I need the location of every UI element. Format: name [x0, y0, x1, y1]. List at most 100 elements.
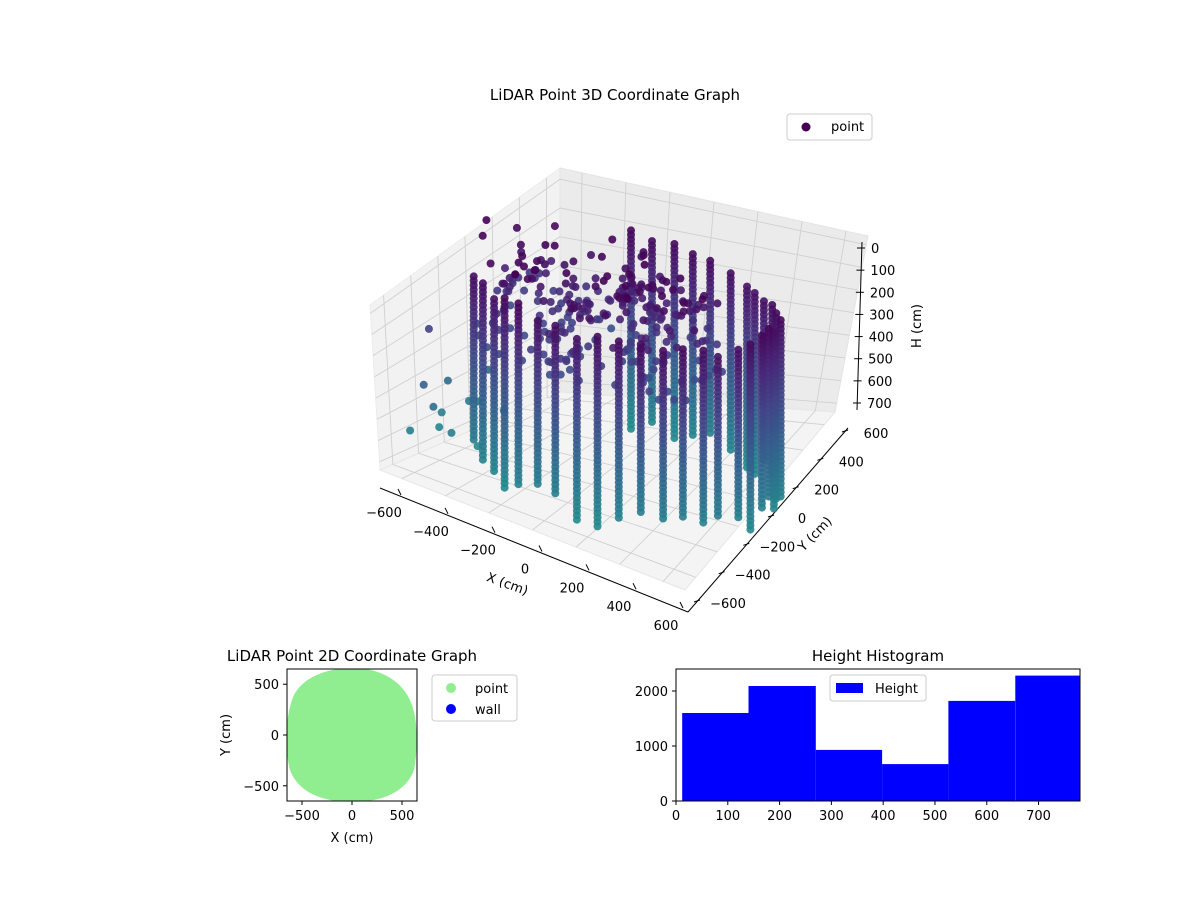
x-tick-3d — [679, 601, 684, 609]
grid-line-z-left — [374, 265, 561, 378]
point-3d — [626, 338, 635, 346]
x-tick-label-3d: −200 — [460, 544, 496, 559]
legend-2d-point-marker — [446, 683, 456, 693]
point-3d — [690, 326, 699, 335]
x-tick-3d — [632, 582, 637, 590]
point-3d — [555, 287, 564, 296]
point-3d — [435, 423, 444, 432]
point-3d — [478, 455, 487, 464]
legend-histogram-frame — [829, 674, 927, 702]
point-3d — [698, 295, 707, 304]
point-3d — [623, 294, 632, 303]
point-3d — [550, 241, 559, 250]
y-tick-3d — [817, 457, 824, 461]
y-tick-label-hist: 1000 — [635, 740, 668, 755]
point-3d — [622, 308, 631, 317]
x-tick-label-2d: 500 — [390, 809, 415, 824]
point-3d — [665, 326, 674, 335]
point-3d — [424, 324, 433, 333]
z-tick-label-3d: 400 — [869, 331, 894, 346]
x-tick-3d — [585, 564, 590, 571]
point-3d — [501, 264, 509, 273]
grid-line-z-back — [559, 178, 867, 246]
x-tick-3d — [397, 488, 402, 496]
point-3d — [541, 241, 550, 249]
point-3d — [670, 395, 679, 404]
point-3d — [627, 287, 636, 296]
point-3d — [628, 279, 637, 288]
grid-line-left — [410, 275, 420, 454]
legend-histogram-label: Height — [875, 682, 918, 697]
point-3d — [764, 492, 773, 501]
histogram-ticks: 0 100 200 300 400 500 600 700 0 1000 2000 — [635, 685, 1051, 824]
point-3d — [520, 286, 529, 295]
chart-3d: LiDAR Point 3D Coordinate Graph −600 −400… — [366, 86, 925, 634]
point-3d — [652, 304, 661, 313]
grid-line-z-left — [376, 322, 561, 420]
point-3d — [676, 286, 685, 295]
point-3d — [447, 428, 456, 437]
grid-line-left — [383, 295, 394, 465]
point-3d — [608, 235, 617, 244]
z-tick-label-3d: 600 — [868, 375, 893, 390]
point-3d — [551, 489, 560, 498]
point-3d — [493, 286, 502, 295]
x-tick-3d — [444, 507, 449, 515]
point-3d — [571, 283, 580, 291]
histogram-bar — [882, 764, 949, 801]
point-3d — [469, 435, 478, 444]
x-tick-label-hist: 500 — [923, 809, 948, 824]
point-3d — [713, 511, 722, 520]
point-3d — [670, 434, 679, 443]
point-3d — [540, 260, 549, 269]
x-tick-3d — [491, 526, 496, 533]
point-3d — [482, 216, 491, 225]
point-3d — [644, 283, 653, 292]
point-3d — [429, 402, 438, 411]
x-tick-label-3d: −400 — [413, 525, 449, 540]
point-3d — [575, 314, 584, 323]
point-3d — [615, 294, 624, 303]
y-tick-3d — [718, 571, 725, 575]
y-tick-label-3d: 400 — [839, 455, 864, 470]
point-3d — [645, 387, 654, 396]
y-tick-label-3d: −400 — [735, 569, 771, 584]
y-tick-label-2d: 0 — [271, 729, 279, 744]
point-3d — [566, 324, 575, 333]
point-3d — [511, 270, 520, 279]
point-3d — [746, 525, 755, 534]
point-3d — [547, 257, 556, 265]
point-3d — [635, 287, 644, 296]
y-tick-label-3d: 0 — [798, 512, 806, 527]
histogram-bar — [1015, 675, 1080, 801]
point-3d — [567, 304, 576, 313]
point-3d — [584, 342, 593, 351]
point-3d — [516, 240, 525, 249]
legend-3d: point — [786, 113, 873, 141]
y-tick-label-2d: −500 — [243, 780, 279, 795]
ticks-2d: −500 0 500 500 0 −500 — [243, 678, 414, 824]
point-3d — [734, 513, 743, 522]
point-3d — [541, 269, 550, 278]
histogram-bar — [748, 686, 816, 801]
point-3d — [678, 512, 687, 521]
point-3d — [616, 315, 624, 324]
point-3d — [614, 513, 623, 522]
legend-3d-frame — [786, 113, 873, 141]
legend-2d: point wall — [431, 674, 518, 722]
point-3d — [688, 430, 697, 439]
point-3d — [533, 479, 542, 488]
point-3d — [512, 223, 521, 232]
point-3d — [520, 262, 528, 271]
point-3d — [572, 515, 581, 524]
point-3d — [550, 222, 559, 231]
point-3d — [726, 445, 735, 454]
point-3d — [640, 260, 649, 269]
z-axis-label-3d: H (cm) — [910, 304, 925, 348]
point-3d — [536, 282, 545, 291]
z-tick-label-3d: 100 — [870, 264, 895, 279]
x-tick-label-hist: 0 — [672, 809, 680, 824]
chart-3d-title: LiDAR Point 3D Coordinate Graph — [490, 86, 740, 104]
point-3d — [706, 428, 715, 437]
point-3d — [658, 292, 666, 301]
